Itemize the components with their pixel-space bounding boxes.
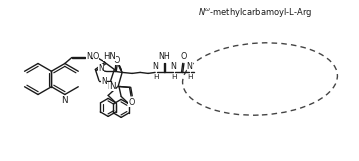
Text: N: N: [153, 62, 159, 71]
Text: N: N: [61, 96, 67, 105]
Text: N: N: [171, 62, 177, 71]
Text: H: H: [171, 74, 176, 80]
Text: N: N: [98, 64, 104, 73]
Text: H: H: [187, 74, 192, 80]
Text: NH: NH: [158, 52, 170, 61]
Text: O: O: [129, 98, 135, 107]
Text: HN: HN: [103, 52, 116, 61]
Text: O: O: [114, 56, 120, 65]
Text: N: N: [87, 52, 92, 61]
Text: H: H: [153, 74, 158, 80]
Text: O: O: [180, 52, 187, 61]
Text: N: N: [109, 82, 116, 91]
Text: O: O: [93, 52, 99, 61]
Text: N: N: [102, 77, 107, 86]
Text: $\it{N}$$^{\omega}$-methylcarbamoyl-L-Arg: $\it{N}$$^{\omega}$-methylcarbamoyl-L-Ar…: [198, 5, 312, 19]
Text: N: N: [107, 82, 113, 91]
Text: N: N: [187, 62, 192, 71]
